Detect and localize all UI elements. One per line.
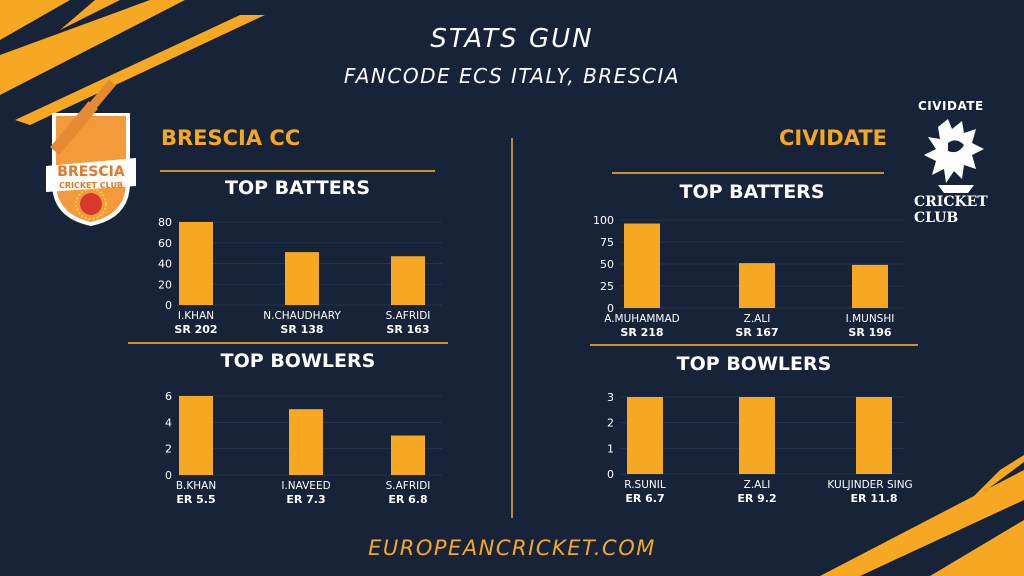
bar [391, 435, 425, 475]
cividate-logo-top-text: CIVIDATE [918, 99, 984, 113]
cividate-logo-bottom-text: CRICKET CLUB [914, 194, 988, 226]
y-tick-label: 60 [158, 237, 172, 250]
brescia-logo: BRESCIA CRICKET CLUB [46, 79, 136, 226]
y-tick-label: 3 [607, 391, 614, 404]
corner-streak [960, 455, 1024, 510]
bar [856, 397, 892, 474]
x-sublabel: ER 11.8 [851, 492, 898, 505]
x-sublabel: ER 7.3 [286, 493, 325, 506]
left-bowlers-title: TOP BOWLERS [220, 350, 376, 372]
bar [289, 409, 323, 475]
corner-streak [0, 0, 185, 95]
corner-streak [60, 0, 120, 30]
bar [739, 397, 775, 474]
x-sublabel: SR 138 [280, 323, 323, 336]
bar [179, 396, 213, 475]
corner-streak [930, 520, 1024, 576]
x-sublabel: SR 218 [620, 326, 663, 339]
y-tick-label: 0 [165, 299, 172, 312]
right-bowlers-title: TOP BOWLERS [676, 353, 832, 375]
y-tick-label: 2 [165, 443, 172, 456]
x-category-label: B.KHAN [176, 480, 216, 492]
x-category-label: Z.ALI [744, 313, 771, 325]
x-sublabel: SR 163 [386, 323, 429, 336]
x-category-label: S.AFRIDI [386, 310, 431, 322]
y-tick-label: 100 [593, 214, 614, 227]
section-divider [612, 172, 884, 174]
y-tick-label: 75 [600, 236, 614, 249]
x-sublabel: SR 167 [735, 326, 778, 339]
right-batters-title: TOP BATTERS [679, 181, 825, 203]
bar [739, 263, 775, 308]
x-sublabel: SR 202 [174, 323, 217, 336]
x-category-label: I.NAVEED [281, 480, 330, 492]
x-sublabel: ER 9.2 [737, 492, 776, 505]
y-tick-label: 20 [158, 278, 172, 291]
section-divider [590, 344, 918, 346]
y-tick-label: 0 [607, 302, 614, 315]
bar [179, 222, 213, 305]
y-tick-label: 4 [165, 416, 172, 429]
x-category-label: KULJINDER SINGH [827, 479, 912, 491]
y-tick-label: 50 [600, 258, 614, 271]
x-sublabel: ER 6.7 [625, 492, 664, 505]
bar [627, 397, 663, 474]
y-tick-label: 80 [158, 216, 172, 229]
y-tick-label: 1 [607, 442, 614, 455]
bar [852, 264, 888, 308]
x-category-label: R.SUNIL [624, 479, 666, 491]
page-title: STATS GUN [430, 24, 594, 54]
x-sublabel: SR 196 [848, 326, 892, 339]
corner-streak [0, 0, 70, 40]
bar [391, 256, 425, 305]
x-sublabel: ER 6.8 [388, 493, 427, 506]
team-name-left: BRESCIA CC [161, 126, 301, 150]
left-batters-title: TOP BATTERS [224, 177, 370, 199]
team-name-right: CIVIDATE [779, 126, 888, 150]
cividate-logo [924, 119, 984, 193]
bar [624, 223, 660, 308]
y-tick-label: 0 [607, 468, 614, 481]
y-tick-label: 2 [607, 417, 614, 430]
page-subtitle: FANCODE ECS ITALY, BRESCIA [343, 64, 681, 88]
y-tick-label: 25 [600, 280, 614, 293]
x-category-label: I.MUNSHI [846, 313, 895, 325]
x-category-label: N.CHAUDHARY [263, 310, 341, 322]
x-category-label: I.KHAN [178, 310, 214, 322]
corner-streak [15, 15, 265, 125]
bar [285, 252, 319, 305]
footer-site: EUROPEANCRICKET.COM [368, 536, 656, 560]
x-category-label: A.MUHAMMAD [604, 313, 680, 325]
y-tick-label: 6 [165, 390, 172, 403]
logo-brescia-word: BRESCIA [57, 164, 125, 180]
y-tick-label: 40 [158, 258, 172, 271]
center-divider [511, 138, 513, 518]
logo-brescia-sub: CRICKET CLUB [59, 181, 123, 190]
corner-streak [820, 470, 1024, 576]
y-tick-label: 0 [165, 469, 172, 482]
section-divider [160, 170, 435, 172]
x-category-label: S.AFRIDI [386, 480, 431, 492]
x-sublabel: ER 5.5 [176, 493, 215, 506]
x-category-label: Z.ALI [744, 479, 771, 491]
section-divider [128, 342, 448, 344]
